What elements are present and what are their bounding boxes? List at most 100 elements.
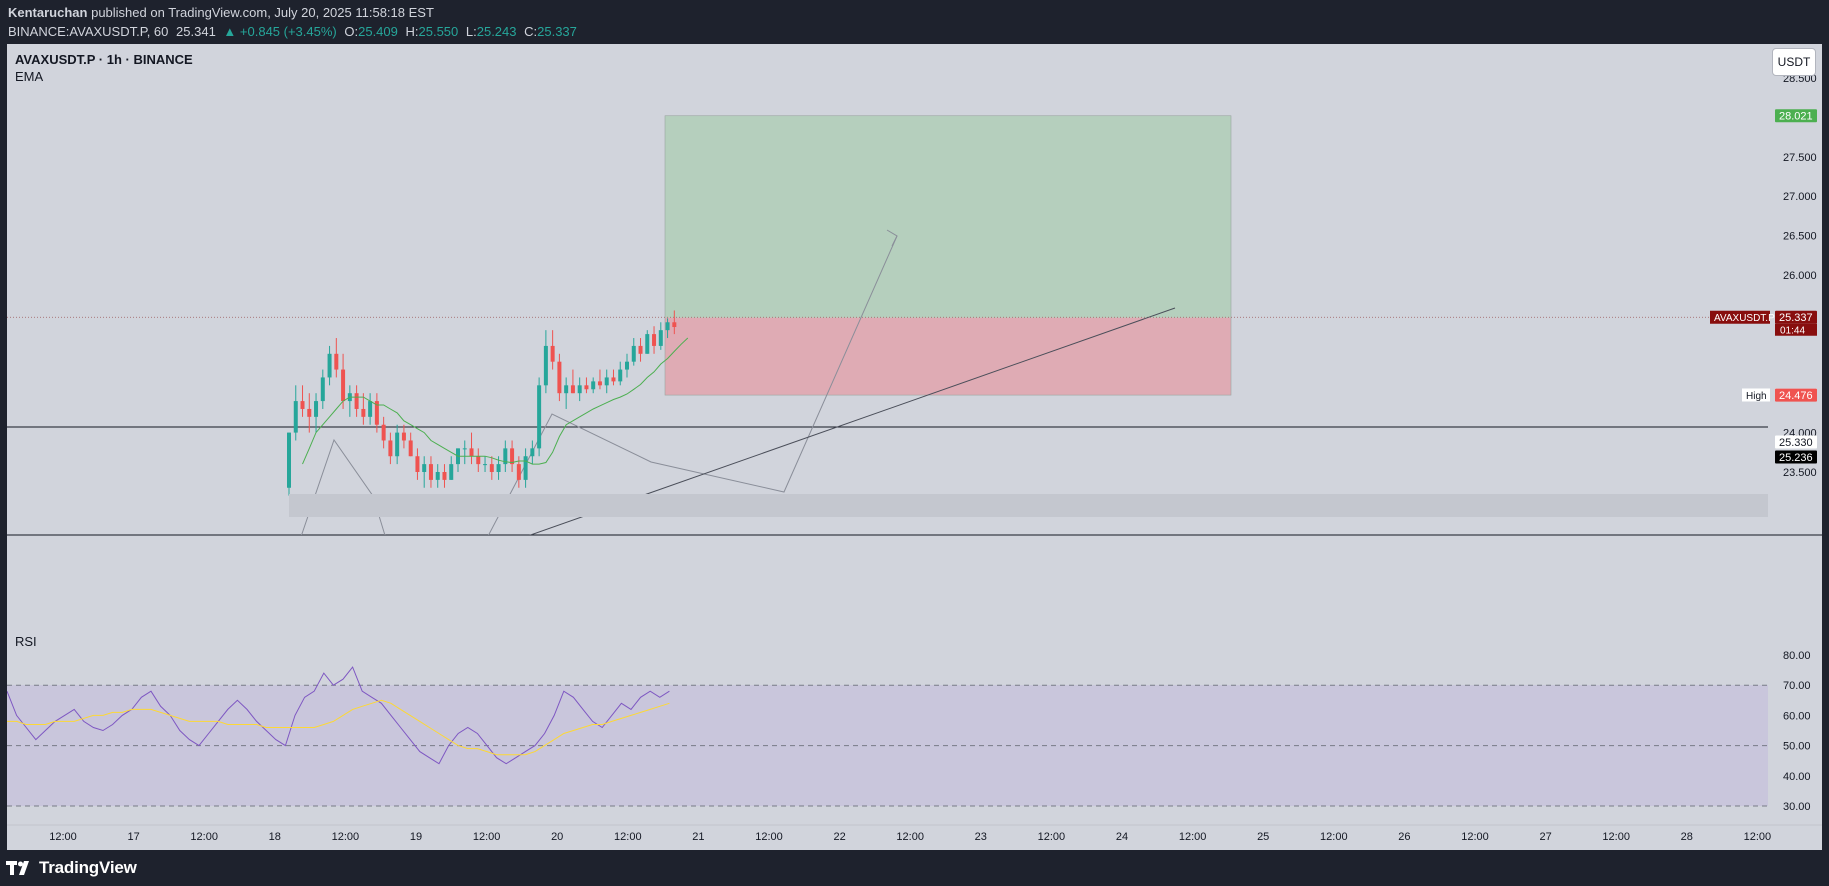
candle-body [476,456,481,465]
time-axis-tick: 12:00 [1744,831,1772,843]
symbol-legend[interactable]: AVAXUSDT.P · 1h · BINANCE [15,52,193,67]
time-axis-tick: 12:00 [332,831,360,843]
candle-body [381,424,386,441]
loss-zone [665,317,1231,396]
candle-body [287,432,291,488]
last-price: 25.341 [176,24,216,39]
author-name[interactable]: Kentaruchan [8,5,88,20]
price-axis-tick: 26.000 [1783,270,1817,282]
price-label-current-sub-bg [1775,323,1817,336]
ohlc-line: BINANCE:AVAXUSDT.P, 60 25.341 ▲ +0.845 (… [8,24,1821,42]
candle-body [591,381,596,390]
candle-body [604,377,609,386]
chart-area[interactable]: 28.500 27.500 27.000 26.500 26.000 24.000 23.5… [7,44,1822,850]
high-value: 25.550 [418,24,459,39]
price-tag-high-bg [1742,388,1770,402]
publication-header: Kentaruchan published on TradingView.com… [0,0,1829,44]
time-axis-tick: 18 [269,831,281,843]
close-value: 25.337 [537,24,577,39]
symbol-timeframe: BINANCE:AVAXUSDT.P, 60 [8,24,169,39]
candle-body [597,381,602,386]
time-axis-tick: 19 [410,831,422,843]
candle-body [658,330,663,346]
price-label-target: 28.021 [1779,111,1813,123]
time-axis-tick: 12:00 [1320,831,1348,843]
candle-body [523,456,528,480]
candle-body [516,464,521,480]
price-pane-legend: AVAXUSDT.P · 1h · BINANCE EMA [15,51,193,85]
price-label-current: 25.337 [1779,312,1813,324]
rsi-axis-tick: 40.00 [1783,771,1811,783]
candle-body [293,401,298,433]
time-axis-tick: 20 [551,831,563,843]
tradingview-logo[interactable]: TradingView [6,858,137,878]
candle-body [422,464,427,472]
price-label-line: 25.330 [1779,437,1813,449]
candle-body [401,432,406,441]
candle-body [442,472,447,480]
price-label-stop: 24.476 [1779,390,1813,402]
time-axis-tick: 28 [1681,831,1693,843]
candle-body [625,361,629,370]
candle-body [638,345,643,354]
time-axis-tick: 12:00 [1461,831,1489,843]
price-tag-high: High [1746,391,1767,402]
candle-body [374,401,379,425]
time-axis-tick: 22 [833,831,845,843]
time-axis-tick: 24 [1116,831,1128,843]
time-axis-tick: 27 [1539,831,1551,843]
candle-body [368,401,373,417]
rsi-line [7,666,670,765]
candle-body [564,385,569,394]
time-axis-tick: 12:00 [49,831,77,843]
rsi-axis-tick: 50.00 [1783,741,1811,753]
candle-body [327,353,332,378]
rsi-axis-tick: 60.00 [1783,710,1811,722]
low-value: 25.243 [476,24,517,39]
profit-zone [665,115,1231,318]
low-label: L: [465,24,477,39]
time-axis-tick: 21 [692,831,704,843]
price-change: ▲ +0.845 (+3.45%) [223,24,337,39]
candle-body [408,440,413,457]
ema-legend[interactable]: EMA [15,69,44,84]
candle-body [361,408,366,417]
price-label-target-bg [1775,109,1817,123]
position-border [664,115,1232,396]
price-label-stop-bg [1775,388,1817,402]
candle-body [672,322,677,328]
candle-body [307,408,312,417]
candle-body [300,401,305,409]
brand-name: TradingView [39,858,137,877]
price-tag-current-bg [1710,310,1770,324]
price-axis-tick: 23.500 [1783,467,1817,479]
candle-body [314,401,319,417]
high-label: H: [405,24,419,39]
time-axis-tick: 17 [127,831,139,843]
candle-body [618,369,623,382]
candle-body [435,472,440,480]
candle-body [496,464,501,472]
candle-body [557,361,562,394]
open-value: 25.409 [358,24,398,39]
currency-button[interactable]: USDT [1772,48,1816,76]
price-label-current-countdown: 01:44 [1780,326,1805,337]
candle-body [570,385,575,394]
time-axis-tick: 12:00 [1602,831,1630,843]
time-axis-tick: 26 [1398,831,1410,843]
rsi-legend[interactable]: RSI [15,634,37,649]
close-label: C: [524,24,538,39]
price-label-ema: 25.236 [1779,452,1813,464]
candle-body [530,448,535,457]
time-axis-tick: 12:00 [1179,831,1207,843]
candle-body [341,369,346,402]
time-axis-tick: 23 [975,831,987,843]
rsi-axis-tick: 80.00 [1783,650,1811,662]
chart-canvas[interactable]: 28.50027.50027.00026.50026.00024.00023.5… [7,44,1822,850]
candle-body [611,377,616,382]
publication-line: Kentaruchan published on TradingView.com… [8,5,1821,23]
candle-body [449,464,454,480]
candle-body [577,385,582,394]
candle-body [631,345,636,362]
price-axis-tick: 28.500 [1783,73,1817,85]
